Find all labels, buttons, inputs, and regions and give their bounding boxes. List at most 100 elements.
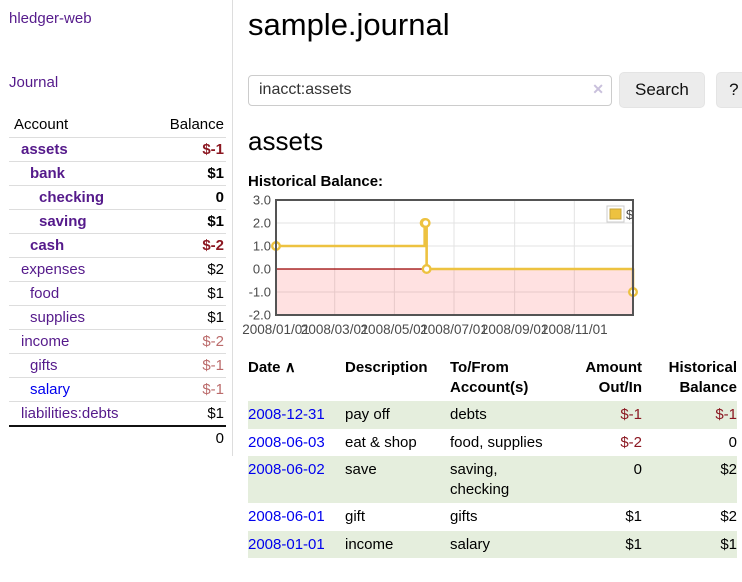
transaction-date-link[interactable]: 2008-06-01 — [248, 508, 325, 526]
chart-point[interactable] — [420, 218, 431, 229]
register-date-cell: 2008-12-31 — [248, 401, 345, 429]
sidebar: hledger-web Journal Account Balance asse… — [0, 0, 233, 456]
account-row: cash $-2 — [9, 233, 226, 258]
sort-asc-icon: ∧ — [284, 359, 296, 377]
account-link[interactable]: liabilities:debts — [21, 405, 119, 422]
account-link[interactable]: assets — [21, 141, 68, 158]
register-date-cell: 2008-01-01 — [248, 530, 345, 559]
account-link[interactable]: income — [21, 333, 70, 350]
transaction-date-link[interactable]: 2008-01-01 — [248, 535, 325, 553]
register-row: 2008-06-02 save saving, checking 0 $2 — [248, 456, 737, 504]
chart-point[interactable] — [421, 264, 432, 275]
svg-text:1.0: 1.0 — [253, 239, 271, 254]
accounts-total-row: 0 — [9, 425, 226, 450]
register-date-cell: 2008-06-02 — [248, 456, 345, 504]
app-title-link[interactable]: hledger-web — [9, 10, 92, 27]
register-description-cell: eat & shop — [345, 433, 417, 451]
register-amount-cell: $1 — [565, 530, 642, 559]
account-balance: $-1 — [149, 137, 226, 162]
account-link[interactable]: saving — [39, 213, 87, 230]
svg-text:0.0: 0.0 — [253, 262, 271, 277]
account-name-cell: cash — [9, 233, 150, 258]
register-balance-cell: $2 — [642, 456, 737, 504]
account-balance: $1 — [149, 305, 226, 330]
account-link[interactable]: salary — [30, 381, 71, 398]
account-row: supplies $1 — [9, 305, 226, 330]
account-balance: $1 — [149, 161, 226, 186]
account-name-cell: checking — [9, 185, 150, 210]
register-header-accounts: To/From Account(s) — [450, 359, 529, 396]
register-header-balance: Historical Balance — [668, 359, 737, 396]
account-link[interactable]: gifts — [30, 357, 58, 374]
account-balance: $-1 — [149, 353, 226, 378]
search-bar: ✕ Search ? — [248, 72, 742, 109]
register-balance-cell: 0 — [728, 433, 737, 451]
accounts-header-balance: Balance — [169, 116, 224, 133]
account-name-cell: expenses — [9, 257, 150, 282]
account-link[interactable]: bank — [30, 165, 66, 182]
register-accounts-cell: salary — [450, 530, 565, 559]
svg-text:2008/01/01: 2008/01/01 — [242, 322, 310, 337]
account-link[interactable]: checking — [39, 189, 105, 206]
accounts-table-body: assets $-1 bank $1 checking 0 saving $1 cash $-2 e… — [9, 137, 226, 426]
account-link[interactable]: supplies — [30, 309, 86, 326]
sidebar-item-journal[interactable]: Journal — [9, 74, 59, 91]
register-row: 2008-06-03 eat & shop food, supplies $-2 0 — [248, 429, 737, 457]
account-balance: $1 — [149, 281, 226, 306]
account-link[interactable]: cash — [30, 237, 65, 254]
svg-text:2.0: 2.0 — [253, 216, 271, 231]
register-amount-cell: $-2 — [620, 433, 642, 451]
svg-text:2008/07/01: 2008/07/01 — [420, 322, 488, 337]
register-table-body: 2008-12-31 pay off debts $-1 $-1 2008-06-03 ea… — [248, 401, 737, 559]
account-balance: 0 — [149, 185, 226, 210]
register-row: 2008-06-01 gift gifts $1 $2 — [248, 503, 737, 531]
register-accounts-cell: food, supplies — [450, 433, 543, 451]
register-balance-cell: $1 — [642, 530, 737, 559]
svg-text:2008/11/01: 2008/11/01 — [541, 322, 608, 337]
register-row: 2008-12-31 pay off debts $-1 $-1 — [248, 401, 737, 429]
account-row: food $1 — [9, 281, 226, 306]
register-header-date[interactable]: Date ∧ — [248, 359, 296, 377]
account-name-cell: liabilities:debts — [9, 401, 150, 426]
accounts-total-spacer — [9, 425, 150, 450]
register-amount-cell: $1 — [625, 508, 642, 526]
search-input[interactable] — [248, 74, 612, 106]
account-row: checking 0 — [9, 185, 226, 210]
search-button[interactable]: Search — [619, 72, 705, 109]
accounts-header-account: Account — [14, 116, 69, 133]
account-link[interactable]: food — [30, 285, 60, 302]
account-name-cell: saving — [9, 209, 150, 234]
transaction-date-link[interactable]: 2008-12-31 — [248, 406, 325, 424]
accounts-header-row: Account Balance — [9, 113, 226, 138]
page: hledger-web Journal Account Balance asse… — [0, 0, 742, 559]
accounts-table: Account Balance assets $-1 bank $1 checking 0… — [9, 113, 226, 450]
account-balance: $1 — [149, 209, 226, 234]
account-name-cell: supplies — [9, 305, 150, 330]
account-link[interactable]: expenses — [21, 261, 86, 278]
account-row: salary $-1 — [9, 377, 226, 402]
account-row: income $-2 — [9, 329, 226, 354]
account-balance: $-1 — [149, 377, 226, 402]
transaction-date-link[interactable]: 2008-06-02 — [248, 461, 325, 479]
account-row: bank $1 — [9, 161, 226, 186]
clear-search-icon[interactable]: ✕ — [592, 80, 604, 97]
account-page-title: assets — [248, 126, 324, 157]
account-name-cell: gifts — [9, 353, 150, 378]
help-button[interactable]: ? — [715, 72, 742, 109]
account-row: saving $1 — [9, 209, 226, 234]
transaction-date-link[interactable]: 2008-06-03 — [248, 433, 325, 451]
balance-chart: $3.0 2.0 1.0 0.0 -1.0 -2.02008/01/012008/03/0… — [242, 193, 639, 337]
register-table: Date ∧ Description To/From Account(s) Am… — [248, 356, 737, 559]
account-row: assets $-1 — [9, 137, 226, 162]
account-row: liabilities:debts $1 — [9, 401, 226, 426]
register-description-cell: save — [345, 456, 450, 504]
account-balance: $2 — [149, 257, 226, 282]
register-accounts-cell: gifts — [450, 508, 478, 526]
register-description-cell: gift — [345, 508, 366, 526]
page-title: sample.journal — [248, 7, 450, 42]
account-balance: $-2 — [149, 233, 226, 258]
register-amount-cell: $-1 — [565, 401, 642, 429]
svg-text:2008/03/01: 2008/03/01 — [301, 322, 369, 337]
svg-text:2008/05/01: 2008/05/01 — [361, 322, 429, 337]
register-description-cell: income — [345, 530, 450, 559]
